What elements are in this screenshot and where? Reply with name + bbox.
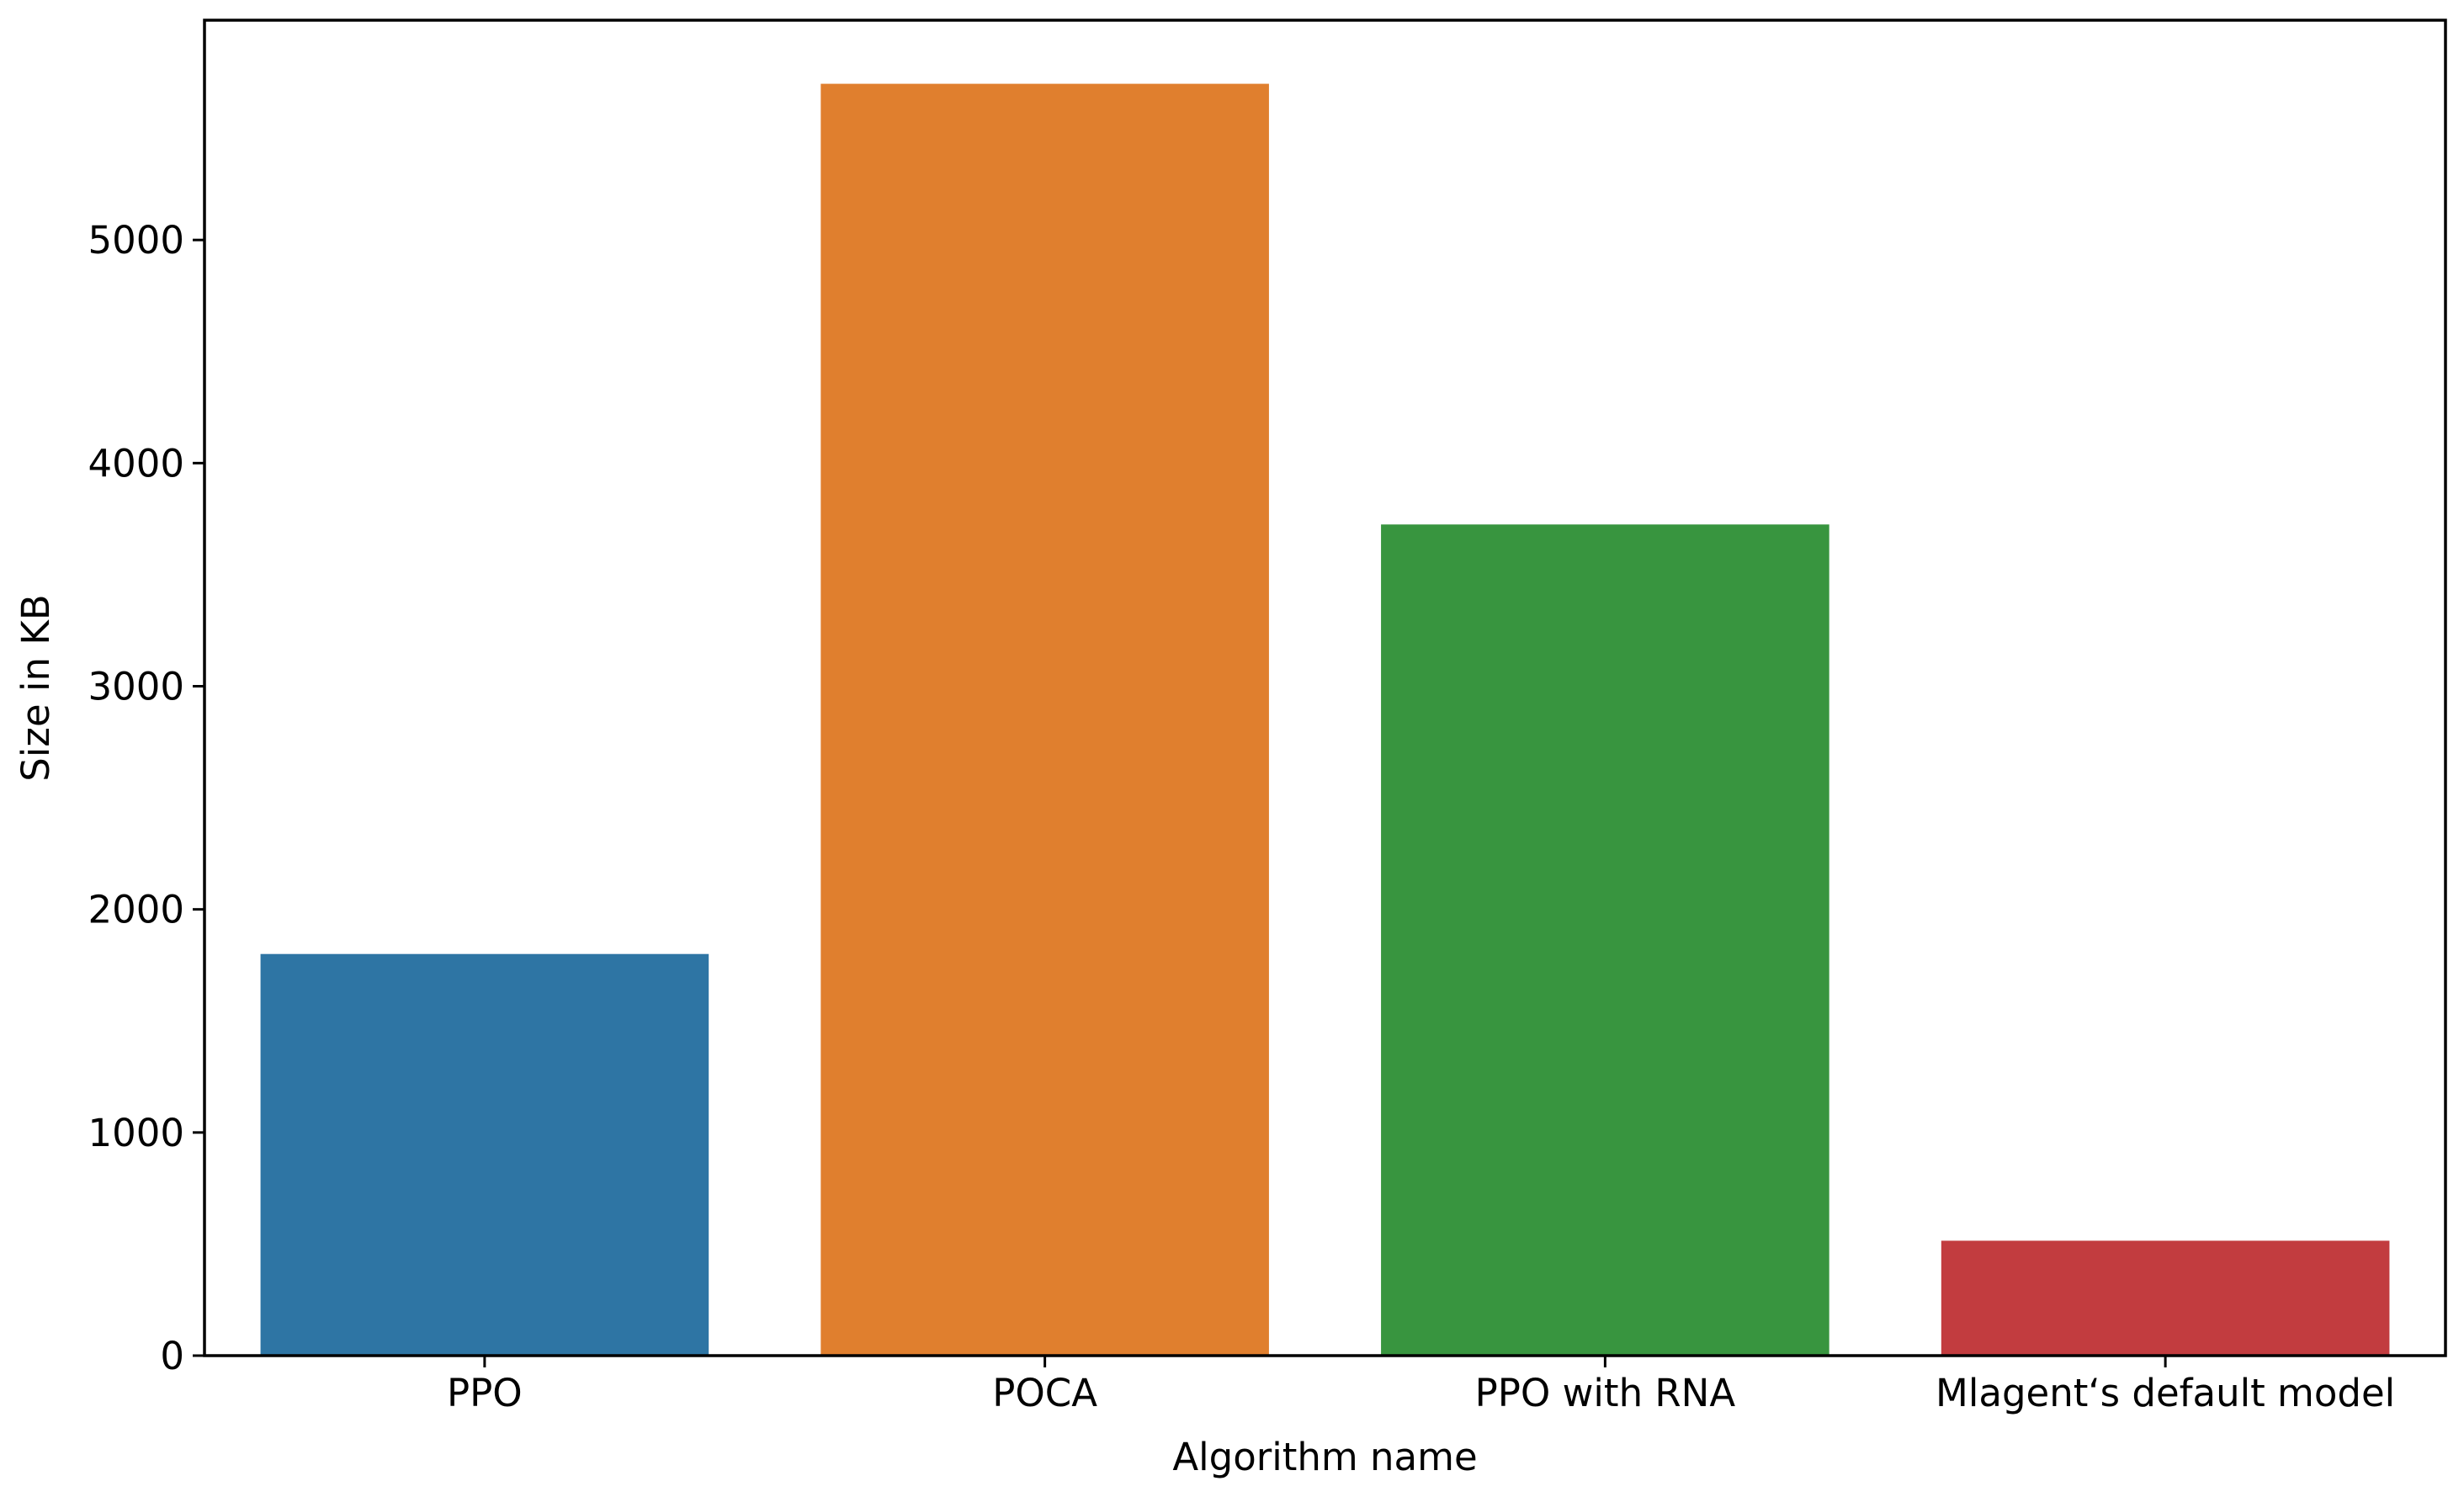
y-tick-label-3: 3000 bbox=[88, 665, 184, 709]
bars-layer bbox=[260, 83, 2390, 1356]
y-tick-label-1: 1000 bbox=[88, 1111, 184, 1155]
x-axis-ticks: PPO POCA PPO with RNA Mlagent‘s default mod… bbox=[447, 1356, 2395, 1415]
bar-1 bbox=[820, 83, 1269, 1356]
x-axis-title: Algorithm name bbox=[1172, 1435, 1477, 1479]
x-tick-label-2: PPO with RNA bbox=[1475, 1371, 1736, 1415]
x-tick-label-1: POCA bbox=[992, 1371, 1097, 1415]
plot-frame bbox=[203, 19, 2447, 1357]
y-tick-label-0: 0 bbox=[160, 1334, 184, 1378]
y-axis-ticks: 0 1000 2000 3000 4000 5000 bbox=[88, 218, 204, 1378]
bar-3 bbox=[1941, 1240, 2390, 1356]
bar-2 bbox=[1381, 524, 1829, 1356]
y-axis-title: Size in KB bbox=[13, 594, 58, 781]
y-tick-label-2: 2000 bbox=[88, 888, 184, 932]
bar-0 bbox=[260, 953, 709, 1356]
y-tick-label-5: 5000 bbox=[88, 218, 184, 263]
x-tick-label-0: PPO bbox=[447, 1371, 523, 1415]
x-tick-label-3: Mlagent‘s default model bbox=[1936, 1371, 2395, 1415]
y-tick-label-4: 4000 bbox=[88, 441, 184, 486]
